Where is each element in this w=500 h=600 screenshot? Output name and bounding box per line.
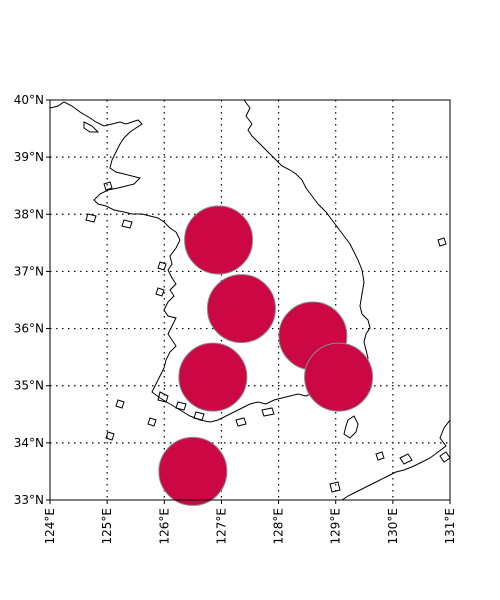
lon-tick-label: 128°E bbox=[272, 508, 286, 545]
site-marker bbox=[184, 205, 254, 275]
lat-tick-label: 38°N bbox=[14, 207, 44, 221]
markers bbox=[158, 205, 374, 506]
lon-tick-label: 124°E bbox=[43, 508, 57, 545]
lon-tick-label: 127°E bbox=[214, 508, 228, 545]
graticule bbox=[50, 100, 450, 500]
lon-tick-label: 126°E bbox=[157, 508, 171, 545]
lat-tick-label: 39°N bbox=[14, 150, 44, 164]
site-marker bbox=[158, 436, 228, 506]
lat-tick-label: 40°N bbox=[14, 93, 44, 107]
lat-tick-label: 33°N bbox=[14, 493, 44, 507]
lat-tick-label: 34°N bbox=[14, 436, 44, 450]
site-marker bbox=[178, 342, 248, 412]
lat-tick-label: 35°N bbox=[14, 379, 44, 393]
lon-tick-label: 130°E bbox=[386, 508, 400, 545]
lon-tick-label: 125°E bbox=[100, 508, 114, 545]
map-frame bbox=[49, 99, 451, 501]
lat-tick-label: 37°N bbox=[14, 264, 44, 278]
lat-tick-label: 36°N bbox=[14, 322, 44, 336]
site-marker bbox=[304, 342, 374, 412]
lon-tick-label: 129°E bbox=[329, 508, 343, 545]
site-marker bbox=[206, 274, 276, 344]
lon-tick-label: 131°E bbox=[443, 508, 457, 545]
coastline bbox=[50, 100, 450, 500]
